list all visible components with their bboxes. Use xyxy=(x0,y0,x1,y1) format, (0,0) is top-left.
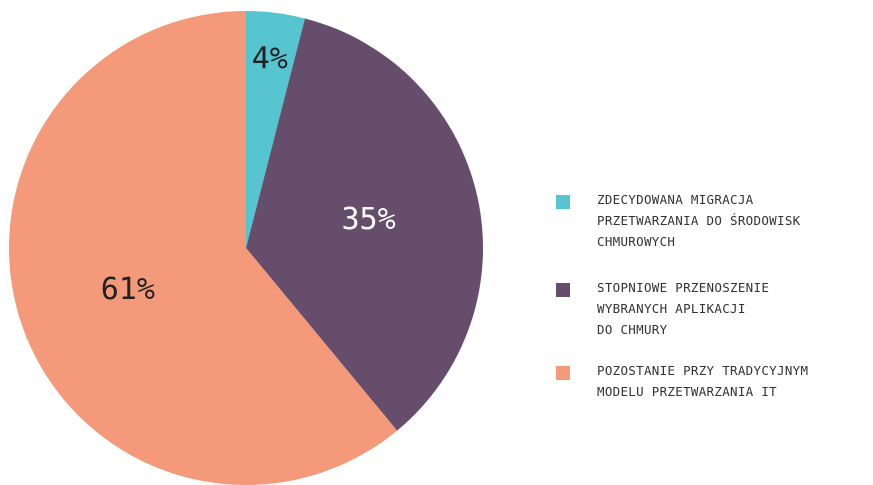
slice-label: 61% xyxy=(101,272,155,307)
legend-swatch xyxy=(556,195,570,209)
legend-label: ZDECYDOWANA MIGRACJA PRZETWARZANIA DO ŚR… xyxy=(597,192,801,249)
pie-slice xyxy=(246,18,483,431)
legend-swatch xyxy=(556,283,570,297)
legend-label: POZOSTANIE PRZY TRADYCYJNYM MODELU PRZET… xyxy=(597,363,809,399)
pie-slice xyxy=(9,11,398,485)
legend-label: STOPNIOWE PRZENOSZENIE WYBRANYCH APLIKAC… xyxy=(597,280,770,337)
slice-label: 35% xyxy=(341,202,395,237)
slice-label: 4% xyxy=(252,41,288,76)
legend-swatch xyxy=(556,366,570,380)
pie-slice xyxy=(246,11,305,248)
